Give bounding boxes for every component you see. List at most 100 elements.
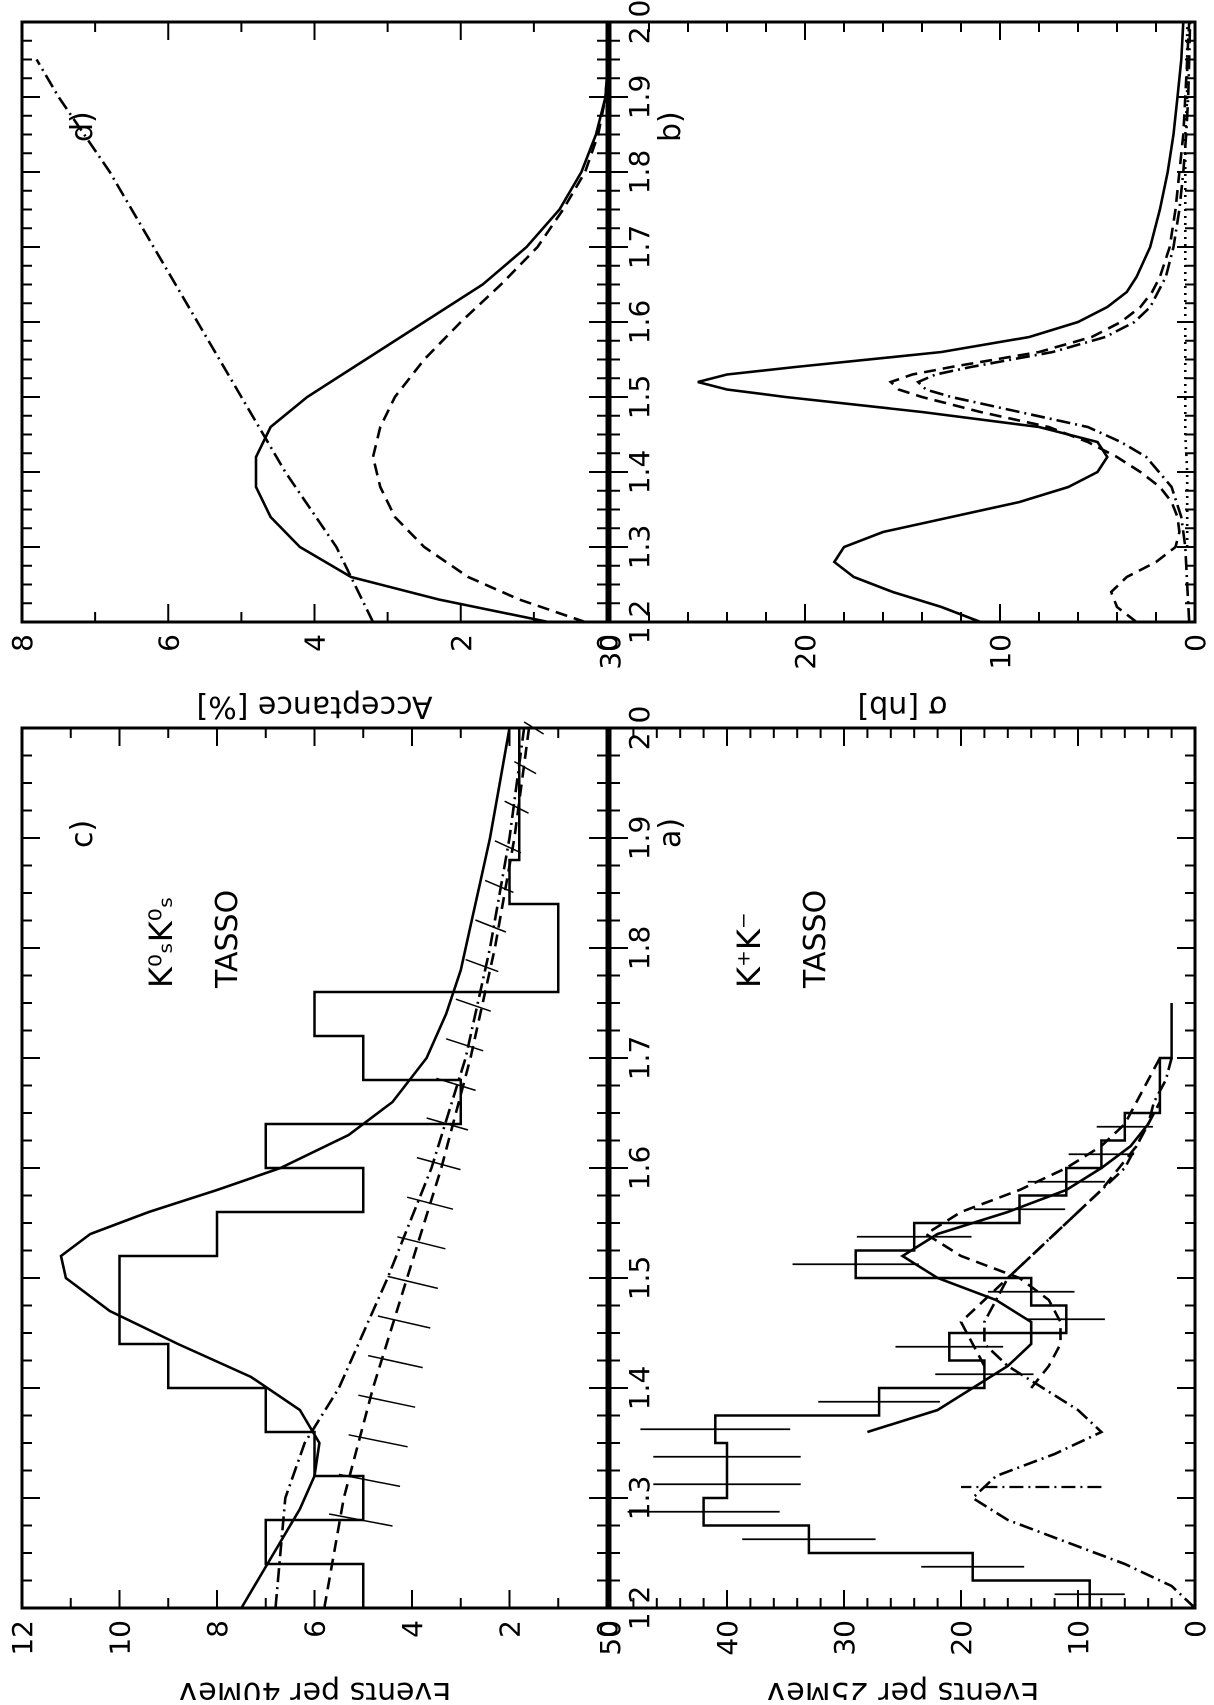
panel-a-histogram: [702, 1003, 1195, 1610]
panel-c-band-hatch: [358, 1394, 416, 1408]
panel-c-band-hatch: [445, 1038, 484, 1052]
panel-b-xtick-label: 1.4: [1211, 450, 1214, 495]
panel-a-xtick-label: 1.9: [1211, 816, 1214, 861]
panel-c-band-hatch: [387, 1275, 439, 1290]
panel-d-ytick-label: 8: [6, 634, 39, 652]
panel-c-ytick-label: 12: [6, 1620, 39, 1656]
panel-b-xtick-label: 1.6: [1211, 300, 1214, 345]
panel-c-band-hatch: [494, 840, 522, 854]
panel-c-band-hatch: [426, 1117, 469, 1131]
panel-c-series-solid: [59, 727, 511, 1609]
panel-b-xtick-label: 1.2: [1211, 600, 1214, 645]
panel-d-xtick-label: 1.4: [623, 450, 656, 495]
panel-b-ytick-label: 0: [1179, 634, 1212, 652]
panel-b-xtick-label: 2.0: [1211, 0, 1214, 44]
panel-d-ytick-label: 2: [445, 634, 478, 652]
panel-b-series-dashed: [888, 21, 1191, 624]
panel-a-frame: [608, 726, 1197, 1610]
panel-c-xtick-label: 1.9: [623, 816, 656, 861]
panel-d-frame: [20, 20, 609, 624]
panel-d-xtick-label: 1.3: [623, 525, 656, 570]
panel-c-series-dashdot: [274, 727, 526, 1609]
panel-c-xtick-label: 1.6: [623, 1146, 656, 1191]
panel-b-xtick-label: 1.7: [1211, 225, 1214, 270]
panel-c-experiment: TASSO: [210, 890, 245, 989]
panel-b-label: b): [653, 111, 688, 142]
panel-a-label: a): [653, 818, 688, 848]
panel-c-annotation: K⁰ₛK⁰ₛ: [142, 897, 180, 989]
panel-d-xtick-label: 1.5: [623, 375, 656, 420]
panel-a-annotation: K⁺K⁻: [730, 912, 768, 988]
panel-c-band-hatch: [475, 919, 507, 933]
panel-c-band-hatch: [523, 721, 545, 735]
panel-c-label: c): [65, 820, 100, 848]
panel-c-band-hatch: [397, 1236, 446, 1250]
panel-c-band-hatch: [484, 879, 514, 894]
panel-a: a) K⁺K⁻ TASSO Events per 25MeV 1.2 1.3 1.4…: [594, 706, 1214, 1705]
panel-b-xtick-label: 1.5: [1211, 375, 1214, 420]
panel-c-xtick-label: 1.4: [623, 1366, 656, 1411]
panel-c-xtick-label: 1.8: [623, 926, 656, 971]
panel-c-xtick-label: 2.0: [623, 706, 656, 751]
panel-a-series-solid: [867, 1112, 1156, 1434]
panel-a-ytick-label: 50: [594, 1620, 627, 1656]
panel-c-band-hatch: [416, 1156, 461, 1171]
panel-c: c) K⁰ₛK⁰ₛ TASSO Events per 40MeV 1.2 1.3 1…: [6, 706, 656, 1705]
panel-b-ytick-label: 10: [984, 634, 1017, 670]
panel-c-xtick-label: 1.2: [623, 1586, 656, 1631]
panel-d-series-dashdot: [35, 58, 375, 623]
panel-c-band-hatch: [436, 1077, 476, 1092]
panel-c-band-hatch: [455, 998, 491, 1012]
panel-c-ytick-label: 0: [591, 1620, 624, 1638]
panel-b-frame: [608, 20, 1197, 624]
panel-a-ytick-label: 30: [828, 1620, 861, 1656]
panel-c-ytick-label: 6: [299, 1620, 332, 1638]
panel-b-series-solid: [697, 21, 1185, 624]
panel-c-xtick-label: 1.3: [623, 1476, 656, 1521]
panel-a-xtick-label: 1.7: [1211, 1036, 1214, 1081]
panel-b-xtick-label: 1.3: [1211, 525, 1214, 570]
panel-a-series-dashdot: [970, 1057, 1196, 1609]
panel-c-band-hatch: [348, 1434, 408, 1448]
panel-a-experiment: TASSO: [798, 890, 833, 989]
panel-c-xtick-label: 1.5: [623, 1256, 656, 1301]
panel-b-xtick-label: 1.8: [1211, 150, 1214, 195]
panel-d-xtick-label: 2.0: [623, 0, 656, 44]
panel-a-xtick-label: 2.0: [1211, 706, 1214, 751]
panel-c-band-hatch: [514, 760, 537, 775]
panel-c-ytick-label: 2: [494, 1620, 527, 1638]
panel-c-ytick-label: 4: [396, 1620, 429, 1638]
panel-b-ytick-label: 20: [789, 634, 822, 670]
panel-a-series-dashed: [923, 1057, 1162, 1389]
panel-a-xtick-label: 1.4: [1211, 1366, 1214, 1411]
panel-a-ytick-label: 20: [945, 1620, 978, 1656]
panel-d-label: d): [65, 111, 100, 142]
panel-d-series-solid: [254, 74, 609, 624]
panel-a-xtick-label: 1.5: [1211, 1256, 1214, 1301]
panel-d-xtick-label: 1.2: [623, 600, 656, 645]
panel-c-band-hatch: [465, 958, 499, 973]
panel-c-ytick-label: 10: [104, 1620, 137, 1656]
panel-b-ylabel: σ [nb]: [857, 689, 947, 724]
panel-d: d) Acceptance [%] 1.2 1.3 1.4 1.5 1.6 1.7 1.8 1…: [6, 0, 656, 724]
panel-a-ytick-label: 40: [711, 1620, 744, 1656]
panel-c-ytick-label: 8: [201, 1620, 234, 1638]
panel-d-xtick-label: 1.6: [623, 300, 656, 345]
panel-c-ylabel: Events per 40MeV: [177, 1675, 451, 1700]
panel-a-ytick-label: 10: [1062, 1620, 1095, 1656]
panel-d-xtick-label: 1.7: [623, 225, 656, 270]
panel-d-ytick-label: 4: [299, 634, 332, 652]
panel-c-xtick-label: 1.7: [623, 1036, 656, 1081]
panel-c-band-hatch: [504, 800, 529, 814]
panel-d-ylabel: Acceptance [%]: [196, 689, 432, 724]
panel-b: b) σ [nb] 1.2 1.3 1.4 1.5 1.6 1.7 1.8 1.9 2.0 0 10…: [594, 0, 1214, 724]
panel-b-xtick-label: 1.9: [1211, 75, 1214, 120]
panel-d-xtick-label: 1.8: [623, 150, 656, 195]
panel-a-ytick-label: 0: [1179, 1620, 1212, 1638]
panel-c-band-hatch: [328, 1513, 393, 1527]
panel-c-band-hatch: [367, 1354, 423, 1369]
panel-a-series-dashed: [959, 1101, 1162, 1367]
panel-d-xtick-label: 1.9: [623, 75, 656, 120]
